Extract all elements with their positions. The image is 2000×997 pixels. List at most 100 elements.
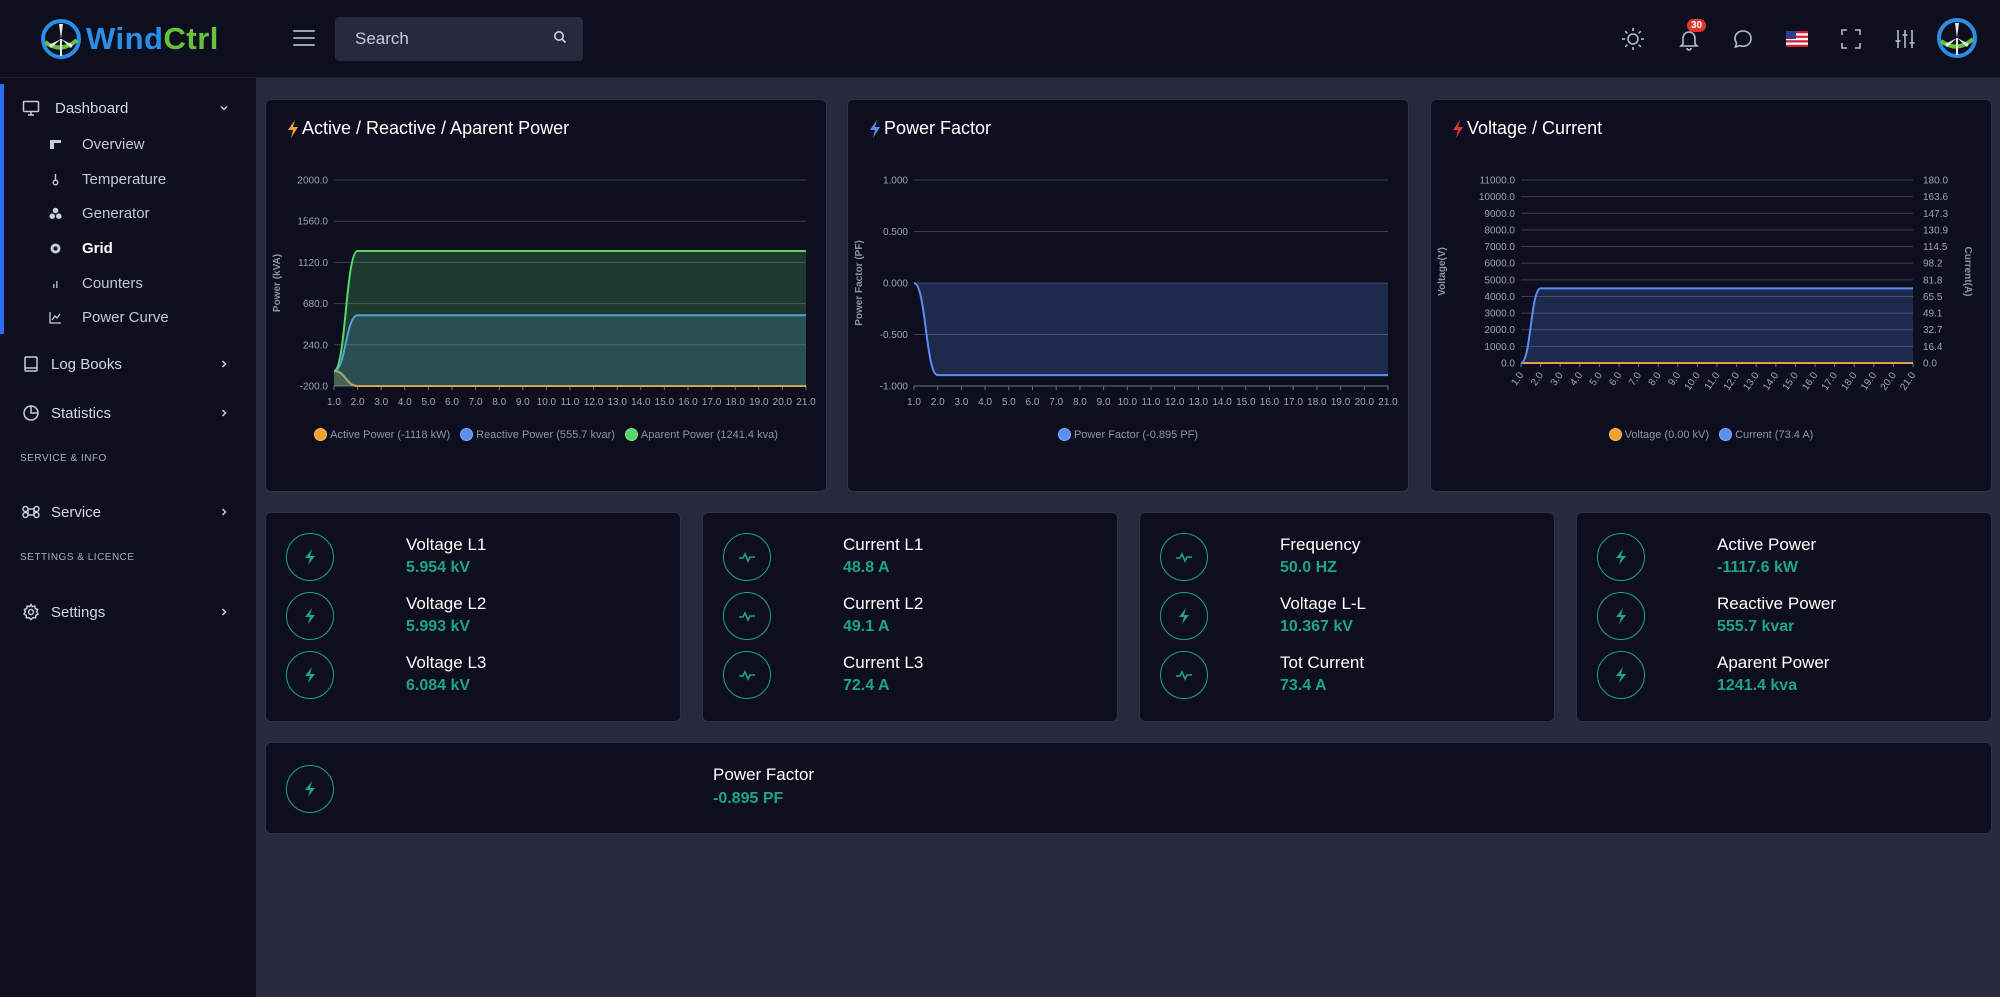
x-tick-label: 14.0: [1761, 370, 1781, 393]
x-tick-label: 18.0: [725, 397, 745, 408]
y-tick-label: 2000.0: [1484, 325, 1515, 336]
metric-card: Current L1 48.8 A Current L2 49.1 A Current …: [702, 512, 1118, 722]
sliders-icon[interactable]: [1892, 26, 1918, 52]
y-axis-title: Power Factor (PF): [854, 240, 865, 326]
metric-value: -1117.6 kW: [1717, 559, 1798, 576]
chevron-down-icon: [220, 105, 228, 111]
metric-label: Tot Current: [1280, 653, 1365, 672]
legend-item-aparent-power[interactable]: Aparent Power (1241.4 kva): [624, 428, 778, 441]
chat-icon[interactable]: [1730, 26, 1756, 52]
sidebar-item-service[interactable]: Service: [0, 497, 256, 527]
y-tick-label: 1560.0: [297, 217, 328, 228]
y-tick-label: 10000.0: [1479, 192, 1516, 203]
legend-item-voltage[interactable]: Voltage (0.00 kV): [1608, 428, 1709, 441]
metric-value: 50.0 HZ: [1280, 559, 1337, 576]
sidebar-item-dashboard[interactable]: Dashboard: [0, 93, 256, 123]
search-icon[interactable]: [553, 30, 567, 44]
metric-label: Current L3: [843, 653, 924, 672]
y2-axis-title: Current(A): [1962, 247, 1973, 297]
sidebar-item-log-books[interactable]: Log Books: [0, 349, 256, 379]
search-input[interactable]: [335, 17, 545, 61]
power-factor-chart-card: Power Factor 1.000 0.500 0.000 -0.500 -1.000…: [847, 99, 1409, 492]
y-tick-label: 7000.0: [1484, 242, 1515, 253]
metric-label: Power Factor: [713, 765, 815, 784]
sidebar-item-overview[interactable]: Overview: [0, 131, 256, 157]
x-tick-label: 15.0: [655, 397, 675, 408]
menu-icon[interactable]: [293, 30, 315, 48]
sidebar-item-temperature[interactable]: Temperature: [0, 166, 256, 192]
series-area-1: [334, 315, 806, 386]
series-area-0: [914, 283, 1388, 376]
x-tick-label: 20.0: [1879, 370, 1899, 393]
generator-icon: [49, 207, 62, 219]
series-line-2: [333, 250, 806, 373]
x-tick-label: 4.0: [978, 397, 992, 408]
pulse-icon: [1160, 533, 1208, 581]
metric-row: Current L3 72.4 A: [723, 651, 1093, 701]
x-tick-label: 18.0: [1307, 397, 1327, 408]
vc-chart-legend: Voltage (0.00 kV) Current (73.4 A): [1431, 428, 1991, 441]
metric-value: 73.4 A: [1280, 677, 1327, 694]
legend-item-active-power[interactable]: Active Power (-1118 kW): [314, 428, 450, 441]
x-tick-label: 3.0: [374, 397, 388, 408]
series-line-0: [333, 370, 806, 387]
y-tick-label: -1.000: [880, 382, 909, 393]
sidebar-item-label: Grid: [82, 239, 113, 257]
avatar[interactable]: [1936, 17, 1978, 59]
metric-row: Current L2 49.1 A: [723, 592, 1093, 642]
sidebar-item-statistics[interactable]: Statistics: [0, 398, 256, 428]
x-tick-label: 15.0: [1781, 370, 1801, 393]
sidebar-item-generator[interactable]: Generator: [0, 200, 256, 226]
x-tick-label: 7.0: [1049, 397, 1063, 408]
y-axis-title: Voltage(V): [1437, 247, 1448, 296]
voltage-current-chart: 11000.0 10000.0 9000.0 8000.0 7000.0 6000.0 50…: [1437, 176, 1973, 393]
x-tick-label: 21.0: [796, 397, 816, 408]
pulse-icon: [723, 592, 771, 640]
search-box: [335, 17, 583, 61]
us-flag-icon[interactable]: [1784, 26, 1810, 52]
y-tick-label: 11000.0: [1480, 176, 1516, 187]
x-tick-label: 3.0: [1549, 370, 1566, 388]
metric-row: Reactive Power 555.7 kvar: [1597, 592, 1967, 642]
sidebar-item-power-curve[interactable]: Power Curve: [0, 304, 256, 330]
x-tick-label: 19.0: [749, 397, 769, 408]
x-tick-label: 18.0: [1839, 370, 1859, 393]
y2-tick-label: 0.0: [1923, 359, 1937, 370]
x-tick-label: 16.0: [678, 397, 698, 408]
metric-row: Voltage L1 5.954 kV: [286, 533, 656, 583]
metric-label: Voltage L1: [406, 535, 487, 554]
x-tick-label: 12.0: [1165, 397, 1185, 408]
metric-label: Voltage L3: [406, 653, 487, 672]
logo-text: WindCtrl: [86, 21, 219, 56]
power-chart-legend: Active Power (-1118 kW) Reactive Power (…: [266, 428, 826, 441]
x-tick-label: 10.0: [1683, 370, 1703, 393]
x-tick-label: 2.0: [351, 397, 365, 408]
sidebar-item-counters[interactable]: Counters: [0, 270, 256, 296]
legend-item-power-factor[interactable]: Power Factor (-0.895 PF): [1057, 428, 1198, 441]
x-tick-label: 14.0: [631, 397, 651, 408]
fullscreen-icon[interactable]: [1838, 26, 1864, 52]
x-tick-label: 1.0: [1509, 370, 1526, 388]
legend-item-reactive-power[interactable]: Reactive Power (555.7 kvar): [460, 428, 615, 441]
power-chart-card: Active / Reactive / Aparent Power 2000.0…: [265, 99, 827, 492]
power-chart: 2000.0 1560.0 1120.0 680.0 240.0 -200.0 1.0 2.0…: [272, 176, 816, 409]
sidebar-item-grid[interactable]: Grid: [0, 235, 256, 261]
x-tick-label: 1.0: [907, 397, 921, 408]
metric-card: Active Power -1117.6 kW Reactive Power 555.…: [1576, 512, 1992, 722]
bolt-icon: [286, 765, 334, 813]
app-logo[interactable]: WindCtrl: [40, 18, 219, 60]
windctrl-logo-icon: [41, 19, 81, 59]
sidebar-item-settings[interactable]: Settings: [0, 597, 256, 627]
bell-icon[interactable]: [1676, 26, 1702, 52]
x-tick-label: 16.0: [1260, 397, 1280, 408]
y-tick-label: 3000.0: [1484, 309, 1515, 320]
sidebar-item-label: Temperature: [82, 170, 167, 188]
metric-value: 6.084 kV: [406, 677, 471, 694]
legend-item-current[interactable]: Current (73.4 A): [1719, 428, 1813, 441]
sun-icon[interactable]: [1620, 26, 1646, 52]
x-tick-label: 12.0: [584, 397, 604, 408]
x-tick-label: 2.0: [931, 397, 945, 408]
metric-label: Current L2: [843, 594, 924, 613]
chevron-right-icon: [221, 360, 227, 368]
x-tick-label: 15.0: [1236, 397, 1256, 408]
